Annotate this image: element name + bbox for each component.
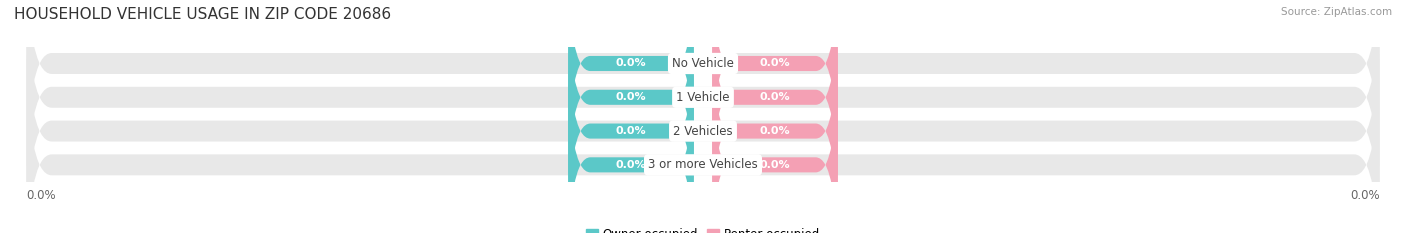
Text: 0.0%: 0.0%	[1350, 189, 1379, 202]
FancyBboxPatch shape	[713, 0, 838, 174]
Legend: Owner-occupied, Renter-occupied: Owner-occupied, Renter-occupied	[581, 224, 825, 233]
FancyBboxPatch shape	[713, 0, 838, 208]
Text: 0.0%: 0.0%	[759, 58, 790, 69]
FancyBboxPatch shape	[27, 6, 1379, 233]
Text: 0.0%: 0.0%	[759, 126, 790, 136]
Text: 2 Vehicles: 2 Vehicles	[673, 125, 733, 137]
Text: 0.0%: 0.0%	[27, 189, 56, 202]
FancyBboxPatch shape	[713, 20, 838, 233]
FancyBboxPatch shape	[27, 0, 1379, 188]
Text: 3 or more Vehicles: 3 or more Vehicles	[648, 158, 758, 171]
Text: 0.0%: 0.0%	[759, 160, 790, 170]
Text: 1 Vehicle: 1 Vehicle	[676, 91, 730, 104]
Text: HOUSEHOLD VEHICLE USAGE IN ZIP CODE 20686: HOUSEHOLD VEHICLE USAGE IN ZIP CODE 2068…	[14, 7, 391, 22]
Text: No Vehicle: No Vehicle	[672, 57, 734, 70]
Text: 0.0%: 0.0%	[616, 160, 647, 170]
FancyBboxPatch shape	[568, 54, 693, 233]
FancyBboxPatch shape	[568, 0, 693, 174]
FancyBboxPatch shape	[568, 20, 693, 233]
FancyBboxPatch shape	[27, 0, 1379, 222]
Text: 0.0%: 0.0%	[616, 126, 647, 136]
FancyBboxPatch shape	[713, 54, 838, 233]
Text: Source: ZipAtlas.com: Source: ZipAtlas.com	[1281, 7, 1392, 17]
FancyBboxPatch shape	[27, 40, 1379, 233]
Text: 0.0%: 0.0%	[759, 92, 790, 102]
Text: 0.0%: 0.0%	[616, 92, 647, 102]
FancyBboxPatch shape	[568, 0, 693, 208]
Text: 0.0%: 0.0%	[616, 58, 647, 69]
